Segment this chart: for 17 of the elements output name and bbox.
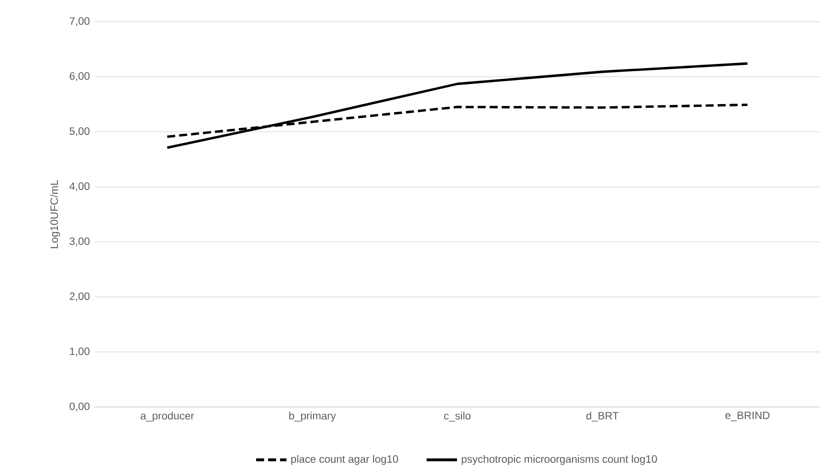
x-tick-label: d_BRT — [586, 412, 619, 422]
y-tick-label: 5,00 — [70, 127, 90, 136]
x-tick-label: b_primary — [289, 412, 336, 422]
y-tick-label: 4,00 — [69, 182, 90, 192]
y-tick-label: 0,00 — [70, 402, 90, 412]
y-tick-label: 7,00 — [70, 17, 90, 26]
x-tick-label: c_silo — [444, 412, 471, 422]
y-tick-label: 2,00 — [70, 292, 90, 302]
x-tick-label: a_producer — [140, 412, 194, 422]
y-tick-label: 6,00 — [70, 72, 90, 82]
y-tick-label: 3,00 — [70, 237, 90, 246]
x-tick-label: e_BRIND — [725, 412, 770, 422]
legend-label: place count agar log10 — [291, 454, 398, 465]
y-tick-label: 1,00 — [70, 348, 90, 356]
y-axis-title: Log10UFC/mL — [50, 180, 60, 248]
line-series — [166, 62, 749, 149]
legend-label: psychotropic microorganisms count log10 — [462, 454, 657, 465]
